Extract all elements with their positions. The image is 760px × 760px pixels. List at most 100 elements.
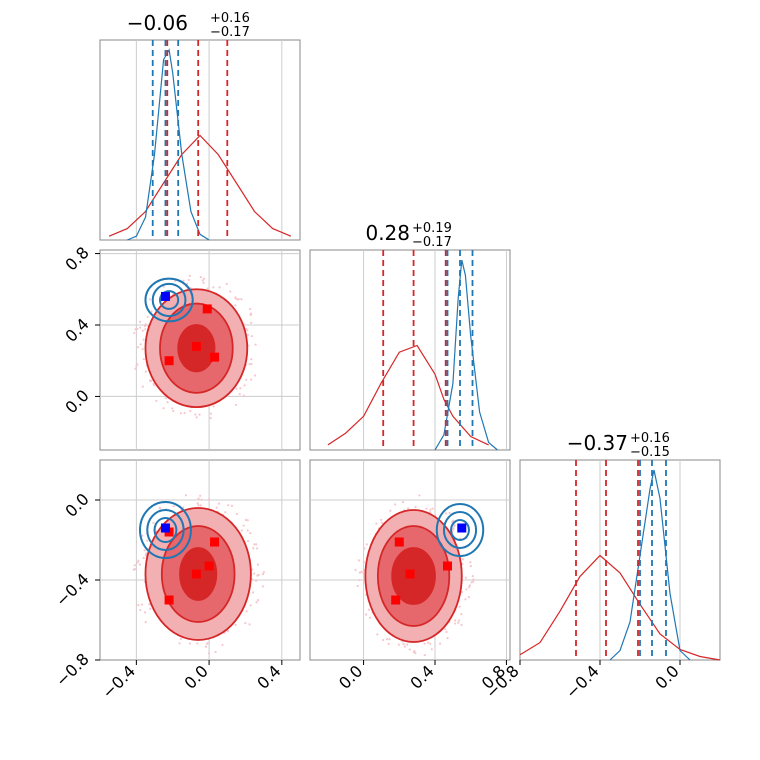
sample-dot bbox=[162, 407, 165, 410]
sample-dot bbox=[256, 563, 260, 566]
sample-dot bbox=[460, 623, 463, 627]
sample-dot bbox=[143, 611, 147, 614]
sample-dot bbox=[197, 504, 200, 507]
sample-dot bbox=[367, 608, 371, 611]
sample-dot bbox=[189, 409, 192, 413]
sample-dot bbox=[247, 540, 250, 543]
sample-dot bbox=[242, 394, 245, 397]
sample-dot bbox=[225, 282, 228, 285]
blue-contour-level-2 bbox=[144, 277, 194, 323]
sample-dot bbox=[149, 607, 152, 610]
sample-dot bbox=[354, 568, 357, 572]
sample-dot bbox=[458, 619, 461, 622]
sample-dot bbox=[423, 654, 426, 657]
sample-dot bbox=[134, 367, 137, 370]
sample-dot bbox=[444, 628, 447, 631]
y-tick-label-1-1: 0.4 bbox=[61, 314, 92, 345]
hist-panel-1 bbox=[309, 249, 511, 451]
y-tick-label-1-0: 0.0 bbox=[61, 386, 92, 417]
contour-panel-0-2 bbox=[99, 459, 301, 661]
hist-panel-2 bbox=[519, 459, 721, 661]
sample-dot bbox=[358, 571, 362, 574]
sample-dot bbox=[250, 378, 253, 381]
sample-dot bbox=[472, 580, 475, 583]
sample-dot bbox=[200, 498, 203, 501]
sample-dot bbox=[221, 643, 224, 647]
x-tick-label-0-2: 0.4 bbox=[253, 661, 284, 692]
sample-dot bbox=[132, 568, 135, 571]
sample-dot bbox=[413, 650, 416, 653]
sample-dot bbox=[142, 357, 145, 361]
sample-dot bbox=[467, 596, 471, 599]
x-tick-label-1-0: 0.0 bbox=[335, 661, 366, 692]
sample-dot bbox=[194, 413, 197, 416]
sample-dot bbox=[140, 603, 144, 606]
sample-dot bbox=[226, 630, 229, 633]
sample-dot bbox=[250, 335, 254, 338]
sample-dot bbox=[250, 321, 253, 324]
sample-dot bbox=[134, 328, 137, 331]
red-marker-0 bbox=[394, 537, 404, 547]
sample-dot bbox=[207, 498, 210, 501]
sample-dot bbox=[255, 543, 258, 546]
sample-dot bbox=[407, 507, 410, 510]
sample-dot bbox=[152, 521, 155, 524]
sample-dot bbox=[196, 502, 199, 505]
sample-dot bbox=[166, 400, 169, 404]
blue-marker bbox=[160, 523, 170, 533]
sample-dot bbox=[453, 523, 456, 527]
sample-dot bbox=[387, 642, 390, 645]
hist-panel-0 bbox=[99, 39, 301, 241]
sample-dot bbox=[201, 279, 204, 282]
title-param2: −0.37 bbox=[567, 431, 628, 455]
sample-dot bbox=[469, 565, 472, 568]
blue-marker bbox=[160, 291, 170, 301]
x-tick-label-2-2: 0.0 bbox=[651, 661, 682, 692]
y-tick-label-2-1: −0.4 bbox=[52, 569, 93, 610]
title-param0-sup: +0.16 bbox=[210, 11, 250, 26]
title-param1-sup: +0.19 bbox=[412, 221, 452, 236]
sample-dot bbox=[164, 397, 168, 400]
sample-dot bbox=[360, 570, 363, 573]
sample-dot bbox=[141, 385, 144, 388]
sample-dot bbox=[138, 320, 142, 323]
hist-blue-2 bbox=[609, 469, 691, 661]
sample-dot bbox=[381, 521, 384, 524]
sample-dot bbox=[430, 648, 433, 651]
sample-dot bbox=[199, 504, 202, 507]
sample-dot bbox=[195, 416, 198, 419]
x-tick-label-1-1: 0.4 bbox=[406, 661, 437, 692]
red-marker-3 bbox=[191, 569, 201, 579]
sample-dot bbox=[439, 642, 442, 645]
sample-dot bbox=[145, 552, 148, 555]
sample-dot bbox=[188, 642, 191, 645]
title-param0-sub: −0.17 bbox=[210, 25, 250, 40]
sample-dot bbox=[136, 363, 139, 366]
sample-dot bbox=[144, 620, 147, 624]
sample-dot bbox=[357, 559, 360, 562]
sample-dot bbox=[255, 601, 258, 604]
sample-dot bbox=[444, 512, 448, 515]
sample-dot bbox=[427, 641, 430, 644]
sample-dot bbox=[250, 362, 253, 365]
sample-dot bbox=[248, 623, 251, 626]
sample-dot bbox=[245, 378, 248, 381]
sample-dot bbox=[471, 574, 474, 578]
sample-dot bbox=[141, 347, 144, 351]
red-marker-2 bbox=[210, 352, 220, 362]
sample-dot bbox=[146, 539, 149, 542]
red-marker-1 bbox=[191, 341, 201, 351]
sample-dot bbox=[376, 633, 379, 636]
sample-dot bbox=[246, 333, 249, 336]
sample-dot bbox=[224, 511, 227, 514]
sample-dot bbox=[209, 412, 213, 415]
sample-dot bbox=[212, 286, 215, 289]
sample-dot bbox=[182, 279, 185, 282]
sample-dot bbox=[234, 297, 237, 300]
sample-dot bbox=[239, 387, 242, 390]
sample-dot bbox=[251, 568, 254, 571]
blue-contour-level-2 bbox=[435, 503, 485, 557]
sample-dot bbox=[248, 363, 251, 366]
blue-contour-level-0 bbox=[153, 517, 178, 543]
red-marker-2 bbox=[405, 569, 415, 579]
